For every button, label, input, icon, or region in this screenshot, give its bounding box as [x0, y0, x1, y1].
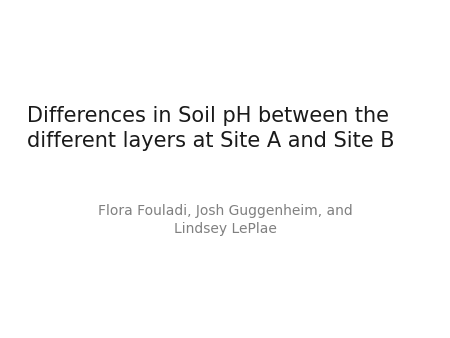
- Text: Flora Fouladi, Josh Guggenheim, and
Lindsey LePlae: Flora Fouladi, Josh Guggenheim, and Lind…: [98, 203, 352, 236]
- Text: Differences in Soil pH between the
different layers at Site A and Site B: Differences in Soil pH between the diffe…: [27, 106, 395, 151]
